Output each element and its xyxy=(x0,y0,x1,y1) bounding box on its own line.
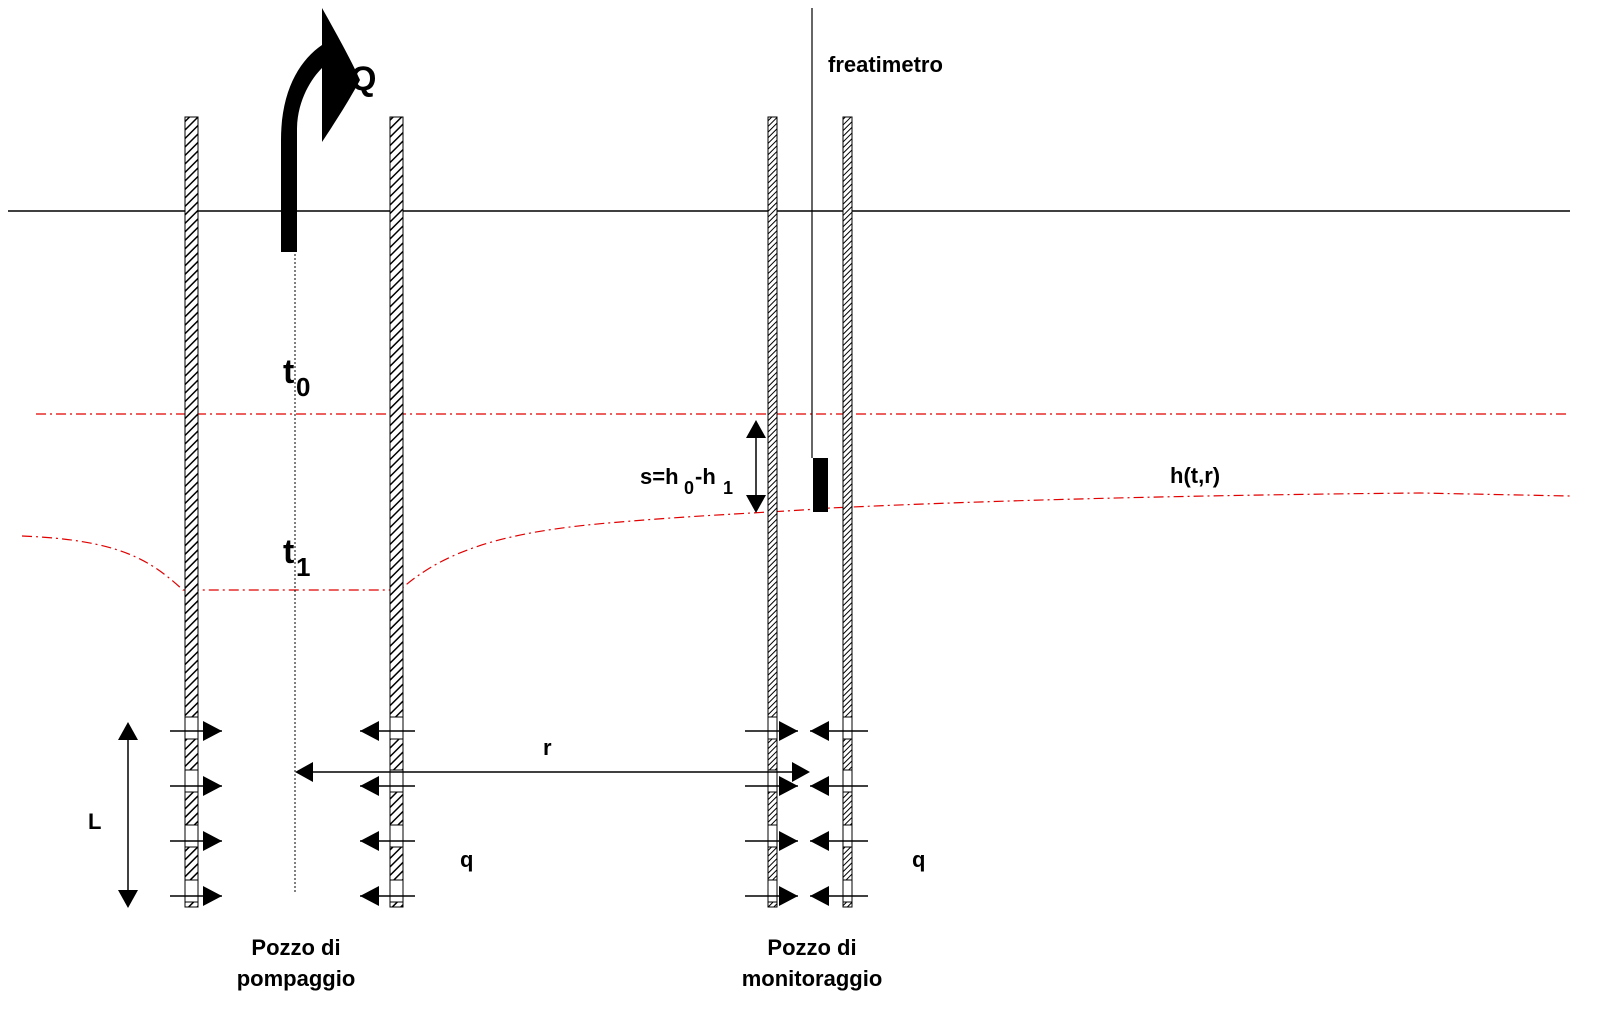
drawdown-label-sub0: 0 xyxy=(684,478,694,498)
screen-length-label: L xyxy=(88,809,101,834)
monitoring-well xyxy=(767,116,853,908)
pumping-well-casing-right xyxy=(389,116,404,718)
drawdown-cone-water-level xyxy=(21,492,1571,591)
monitoring-well-casing-right xyxy=(842,116,853,718)
time-initial-label: t xyxy=(283,353,294,391)
discharge-label: Q xyxy=(350,60,376,98)
piezometer-probe xyxy=(813,458,828,512)
piezometer-label: freatimetro xyxy=(828,52,943,77)
discharge-arrow xyxy=(281,8,360,252)
monitoring-well-inflow-arrows xyxy=(745,721,868,906)
pumping-well-inflow-arrows xyxy=(170,721,415,906)
screen-length-arrow xyxy=(118,722,138,908)
time-later-label: t xyxy=(283,533,294,571)
head-function-label: h(t,r) xyxy=(1170,463,1220,488)
time-later-subscript: 1 xyxy=(296,552,310,582)
pumping-well-caption-line1: Pozzo di xyxy=(251,935,340,960)
drawdown-label-prefix: s=h xyxy=(640,464,679,489)
pumping-well-caption-line2: pompaggio xyxy=(237,966,356,991)
pumping-well-casing-left xyxy=(184,116,199,718)
distance-arrow xyxy=(295,762,810,782)
drawdown-label-sub1: 1 xyxy=(723,478,733,498)
time-initial-subscript: 0 xyxy=(296,372,310,402)
drawdown-label: s=h 0 -h 1 xyxy=(640,464,733,498)
drawdown-arrow xyxy=(746,420,766,513)
inflow-label-left: q xyxy=(460,847,473,872)
monitoring-well-caption-line2: monitoraggio xyxy=(742,966,883,991)
monitoring-well-casing-left xyxy=(767,116,778,718)
inflow-label-right: q xyxy=(912,847,925,872)
pumping-well-screen xyxy=(184,716,404,908)
monitoring-well-screen xyxy=(767,716,853,908)
drawdown-label-mid: -h xyxy=(695,464,716,489)
monitoring-well-caption-line1: Pozzo di xyxy=(767,935,856,960)
distance-label: r xyxy=(543,735,552,760)
pumping-well xyxy=(184,116,404,908)
